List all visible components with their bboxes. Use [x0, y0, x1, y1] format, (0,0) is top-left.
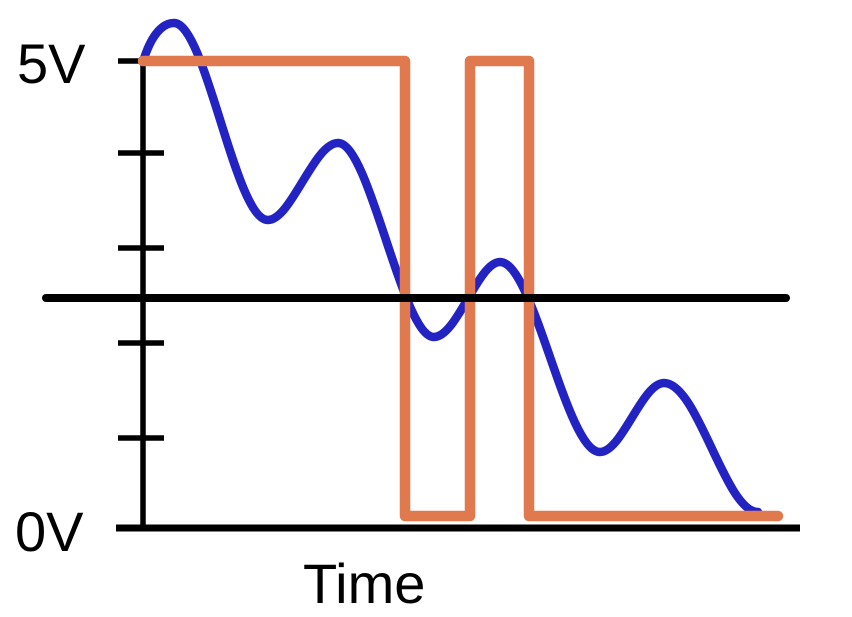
y-axis-tick-marks	[118, 58, 164, 441]
x-axis-label: Time	[303, 552, 426, 615]
analog-signal-curve	[138, 18, 763, 517]
y-axis-min-label: 0V	[15, 500, 84, 563]
y-axis-max-label: 5V	[17, 32, 86, 95]
digital-signal-square-wave	[137, 55, 784, 522]
